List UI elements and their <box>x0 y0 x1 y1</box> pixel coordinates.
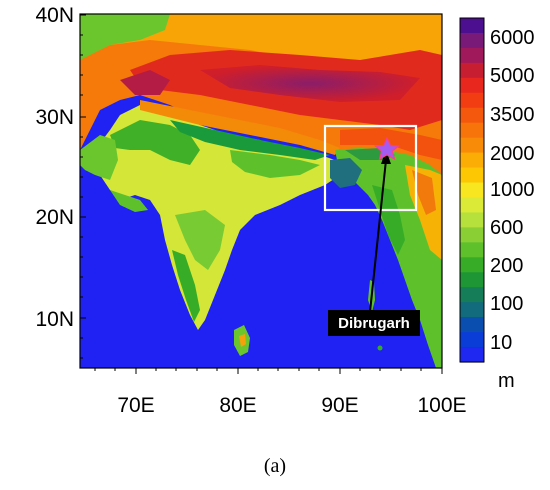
colorbar-swatch <box>460 47 484 64</box>
dibrugarh-star-marker <box>373 136 401 161</box>
figure-caption: (a) <box>263 455 287 477</box>
longitude-axis: 70E 80E 90E 100E <box>94 368 467 417</box>
colorbar-swatch <box>460 107 484 124</box>
city-label-box <box>328 310 420 336</box>
colorbar-swatch <box>460 32 484 49</box>
colorbar-swatch <box>460 317 484 333</box>
colorbar: 6000 5000 3500 2000 1000 600 200 100 10 … <box>459 17 535 392</box>
colorbar-swatch <box>460 242 484 258</box>
colorbar-swatch <box>460 152 484 169</box>
arakan-hills <box>372 185 405 255</box>
sri-lanka-high <box>239 334 246 347</box>
colorbar-swatch <box>460 122 484 139</box>
colorbar-swatch <box>460 77 484 94</box>
colorbar-frame <box>459 17 485 363</box>
colorbar-swatch <box>460 137 484 154</box>
nicobar-island <box>377 345 383 351</box>
colorbar-swatch <box>460 197 484 214</box>
colorbar-swatch <box>460 18 484 34</box>
colorbar-label: 10 <box>490 332 512 354</box>
colorbar-swatch <box>460 302 484 318</box>
colorbar-unit: m <box>498 370 515 392</box>
study-region-box <box>323 124 418 212</box>
colorbar-swatch <box>460 92 484 109</box>
colorbar-swatch <box>460 332 484 348</box>
annotation-arrow-line <box>369 159 387 313</box>
colorbar-label: 2000 <box>490 143 535 165</box>
lon-tick-label: 70E <box>117 394 154 417</box>
map-panel <box>80 14 442 368</box>
lon-tick-label: 90E <box>321 394 358 417</box>
colorbar-label: 100 <box>490 293 523 315</box>
latitude-axis: 40N 30N 20N 10N <box>35 4 86 359</box>
city-label: Dibrugarh <box>338 315 410 332</box>
bengal-delta <box>330 158 362 188</box>
colorbar-swatch <box>460 227 484 243</box>
land-north-green <box>80 14 170 60</box>
colorbar-label: 3500 <box>490 104 535 126</box>
colorbar-label: 5000 <box>490 65 535 87</box>
himalaya-front <box>140 100 340 155</box>
lat-tick-label: 20N <box>35 206 74 229</box>
lat-tick-label: 10N <box>35 308 74 331</box>
colorbar-swatch <box>460 287 484 303</box>
colorbar-swatch <box>460 212 484 228</box>
colorbar-swatch <box>460 272 484 288</box>
indus-region <box>80 135 118 180</box>
lat-tick-label: 30N <box>35 106 74 129</box>
myanmar-highlands-inner <box>412 170 436 215</box>
colorbar-swatches <box>460 18 484 363</box>
india-green-interior <box>110 120 200 165</box>
colorbar-label: 6000 <box>490 27 535 49</box>
colorbar-swatch <box>460 167 484 184</box>
lon-tick-label: 80E <box>219 394 256 417</box>
gangetic-plain <box>170 120 330 160</box>
western-ghats <box>172 250 200 322</box>
tibet-core <box>200 65 420 102</box>
colorbar-swatch <box>460 62 484 79</box>
colorbar-label: 600 <box>490 217 523 239</box>
colorbar-label: 1000 <box>490 179 535 201</box>
colorbar-swatch <box>460 257 484 273</box>
annotation-arrowhead <box>381 150 391 164</box>
pamir-high <box>120 70 170 95</box>
lat-tick-label: 40N <box>35 4 74 27</box>
india-green-south <box>175 210 225 270</box>
lon-tick-label: 100E <box>417 394 466 417</box>
india-green-east <box>230 150 320 178</box>
gujarat-coast <box>110 190 148 212</box>
map-frame <box>79 13 443 369</box>
colorbar-swatch <box>460 182 484 199</box>
colorbar-swatch <box>460 347 484 363</box>
colorbar-label: 200 <box>490 255 523 277</box>
